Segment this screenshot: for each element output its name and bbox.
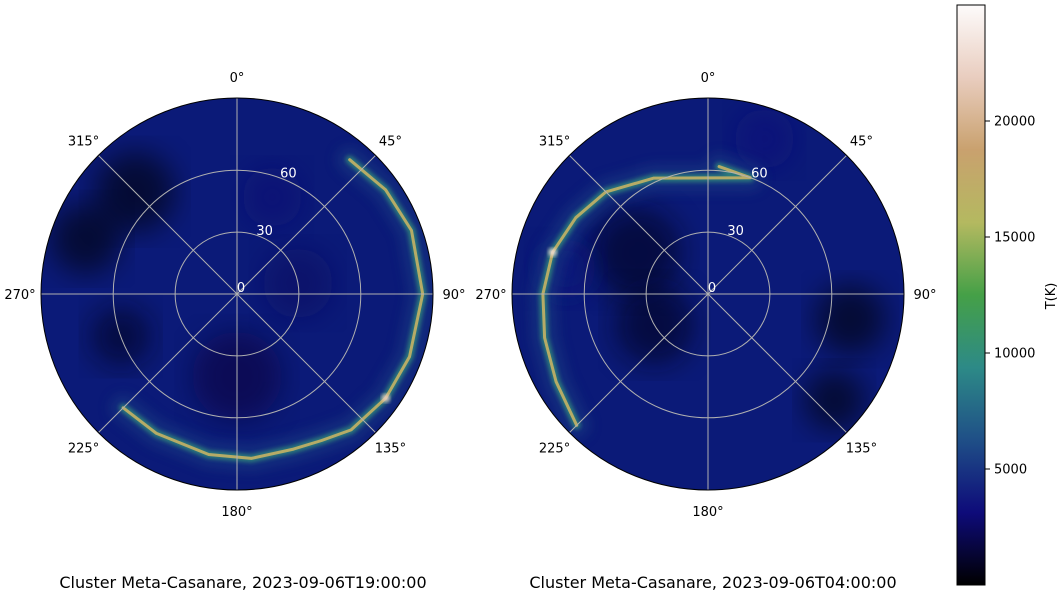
arc-core xyxy=(121,158,425,460)
theta-grid-line xyxy=(707,293,847,433)
polar-plot-right: 0 30 60 0° 45° 90° 135° 180° 225° 270° 315° xyxy=(475,71,936,520)
r-tick-label: 0 xyxy=(237,281,245,296)
theta-tick-label: 270° xyxy=(4,288,35,303)
theta-tick-label: 315° xyxy=(539,135,570,150)
arc-hotspot xyxy=(381,394,390,403)
colorbar-tick-label: 5000 xyxy=(994,463,1027,478)
polar-plot-left: 0 30 60 0° 45° 90° 135° 180° 225° 270° 315° xyxy=(4,71,465,520)
theta-tick-label: 135° xyxy=(846,441,877,456)
theta-tick-label: 0° xyxy=(701,71,716,86)
r-tick-label: 60 xyxy=(280,167,297,182)
colorbar-tick-label: 15000 xyxy=(994,231,1035,246)
plot-title-left: Cluster Meta-Casanare, 2023-09-06T19:00:… xyxy=(59,573,426,590)
theta-grid-line xyxy=(569,155,709,295)
theta-grid-line xyxy=(98,155,238,295)
theta-tick-label: 180° xyxy=(221,505,252,520)
colorbar-gradient xyxy=(956,4,986,586)
theta-tick-label: 180° xyxy=(692,505,723,520)
r-tick-label: 30 xyxy=(256,224,273,239)
r-tick-label: 30 xyxy=(727,224,744,239)
polar-spine xyxy=(511,97,905,491)
r-tick-label: 0 xyxy=(708,281,716,296)
theta-tick-label: 90° xyxy=(913,288,936,303)
arc-hotspot xyxy=(548,248,557,257)
theta-tick-label: 90° xyxy=(442,288,465,303)
arc-core xyxy=(541,165,752,427)
theta-tick-label: 315° xyxy=(68,135,99,150)
theta-tick-label: 45° xyxy=(379,135,402,150)
plot-title-right: Cluster Meta-Casanare, 2023-09-06T04:00:… xyxy=(529,573,896,590)
theta-tick-label: 0° xyxy=(230,71,245,86)
theta-grid-line xyxy=(236,293,376,433)
theta-tick-label: 135° xyxy=(375,441,406,456)
colorbar-label: T(K) xyxy=(1044,283,1059,311)
theta-grid-line xyxy=(707,155,847,295)
theta-grid-line xyxy=(569,293,709,433)
theta-tick-label: 270° xyxy=(475,288,506,303)
theta-grid-line xyxy=(236,155,376,295)
theta-tick-label: 45° xyxy=(850,135,873,150)
colorbar-tick-label: 20000 xyxy=(994,115,1035,130)
theta-tick-label: 225° xyxy=(68,441,99,456)
colorbar: 5000 10000 15000 20000 T(K) xyxy=(956,4,1059,586)
polar-spine xyxy=(40,97,434,491)
r-tick-label: 60 xyxy=(751,167,768,182)
theta-grid-line xyxy=(98,293,238,433)
colorbar-tick-label: 10000 xyxy=(994,347,1035,362)
theta-tick-label: 225° xyxy=(539,441,570,456)
